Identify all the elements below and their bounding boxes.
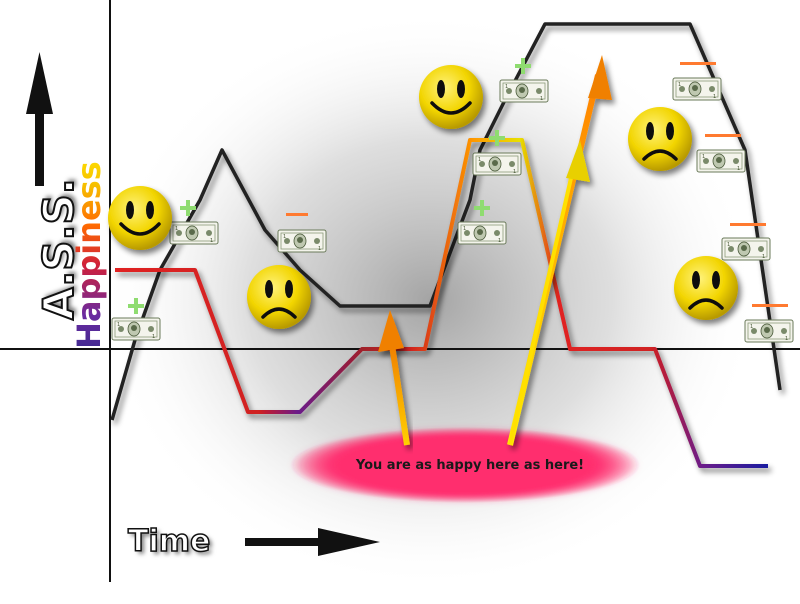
- dollar-bill-icon: [696, 149, 746, 173]
- dollar-bill-icon: [721, 237, 771, 261]
- minus-icon: [286, 213, 308, 216]
- minus-icon: [730, 223, 766, 226]
- arrow-to-low: [378, 310, 410, 446]
- plus-icon: [515, 58, 531, 74]
- bill-group-1: [111, 298, 161, 341]
- dollar-bill-icon: [111, 317, 161, 341]
- bill-group-8: [696, 134, 746, 173]
- bill-group-9: [721, 223, 771, 261]
- y-axis-title-happiness: Happiness: [70, 155, 108, 355]
- plus-icon: [128, 298, 144, 314]
- dollar-bill-icon: [499, 79, 549, 103]
- dollar-bill-icon: [744, 319, 794, 343]
- up-arrow-icon: [26, 52, 53, 186]
- happiness-line: [115, 138, 768, 468]
- frowny-face-icon: [245, 263, 313, 331]
- annotation-bubble: [290, 427, 640, 503]
- bill-group-2: [169, 200, 219, 245]
- frowny-face-icon: [626, 105, 694, 173]
- bill-group-10: [744, 304, 794, 343]
- minus-icon: [680, 62, 716, 65]
- bill-group-5: [472, 130, 522, 176]
- dollar-bill-icon: [277, 229, 327, 253]
- frowny-face-icon: [672, 254, 740, 322]
- smiley-face-icon: [417, 63, 485, 131]
- dollar-bill-icon: [169, 221, 219, 245]
- smiley-face-icon: [106, 184, 174, 252]
- dollar-bill-icon: [472, 152, 522, 176]
- plus-icon: [474, 200, 490, 216]
- minus-icon: [752, 304, 788, 307]
- x-axis-title-time: Time: [127, 523, 211, 560]
- plus-icon: [180, 200, 196, 216]
- bill-group-4: [457, 200, 507, 245]
- arrow-to-high: [507, 55, 612, 446]
- dollar-bill-icon: [672, 77, 722, 101]
- bill-group-6: [499, 58, 549, 103]
- dollar-bill-icon: [457, 221, 507, 245]
- minus-icon: [705, 134, 741, 137]
- annotation-text: You are as happy here as here!: [355, 458, 585, 473]
- bill-group-7: [672, 62, 722, 101]
- plus-icon: [489, 130, 505, 146]
- right-arrow-icon: [245, 528, 380, 556]
- bill-group-3: [277, 213, 327, 253]
